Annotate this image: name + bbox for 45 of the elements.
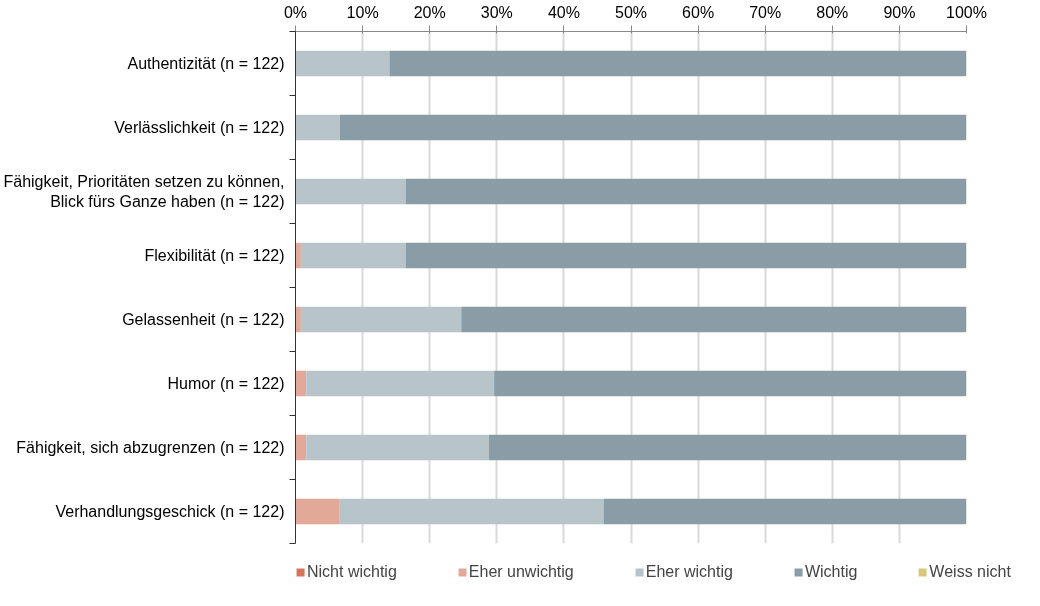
x-tick-label: 10% [346, 3, 379, 21]
bar [295, 178, 406, 205]
x-tick-label: 30% [480, 3, 513, 21]
bar [295, 114, 340, 141]
x-tick-label: 80% [816, 3, 849, 21]
x-tick-label: 90% [883, 3, 916, 21]
bar [306, 434, 489, 461]
bar [295, 306, 301, 333]
x-tick-label: 20% [413, 3, 446, 21]
y-tick-label: Flexibilität (n = 122) [144, 247, 285, 264]
bar [494, 370, 967, 397]
bar [295, 370, 307, 397]
bar [300, 242, 406, 269]
bar [405, 178, 967, 205]
y-tick-label: Humor (n = 122) [167, 375, 285, 392]
x-tick-label: 100% [946, 3, 987, 21]
bar [339, 114, 967, 141]
y-tick-label: Authentizität (n = 122) [127, 55, 285, 72]
x-tick-label: 60% [682, 3, 715, 21]
bar [603, 498, 967, 525]
x-tick-label: 70% [749, 3, 782, 21]
x-tick-label: 40% [547, 3, 580, 21]
bar [488, 434, 967, 461]
legend-label: Eher unwichtig [468, 562, 574, 581]
bar [295, 434, 307, 461]
y-tick-label: Fähigkeit, Prioritäten setzen zu können, Blick fürs Ganze haben (n = 122) [3, 172, 285, 211]
y-tick-label: Verlässlichkeit (n = 122) [114, 119, 285, 136]
bar [405, 242, 967, 269]
y-tick-label: Verhandlungsgeschick (n = 122) [55, 503, 285, 520]
bar [306, 370, 495, 397]
legend-label: Weiss nicht [929, 562, 1011, 581]
x-tick-label: 0% [283, 3, 308, 21]
bar [295, 50, 390, 77]
bar [300, 306, 462, 333]
y-tick-label: Fähigkeit, sich abzugrenzen (n = 122) [16, 439, 285, 456]
legend-label: Eher wichtig [645, 562, 733, 581]
bar [295, 498, 340, 525]
y-tick-label: Gelassenheit (n = 122) [122, 311, 285, 328]
bar [339, 498, 604, 525]
bar [295, 242, 301, 269]
legend-label: Nicht wichtig [306, 562, 397, 581]
legend-label: Wichtig [804, 562, 858, 581]
x-tick-label: 50% [614, 3, 648, 21]
bar [389, 50, 967, 77]
bar [461, 306, 967, 333]
